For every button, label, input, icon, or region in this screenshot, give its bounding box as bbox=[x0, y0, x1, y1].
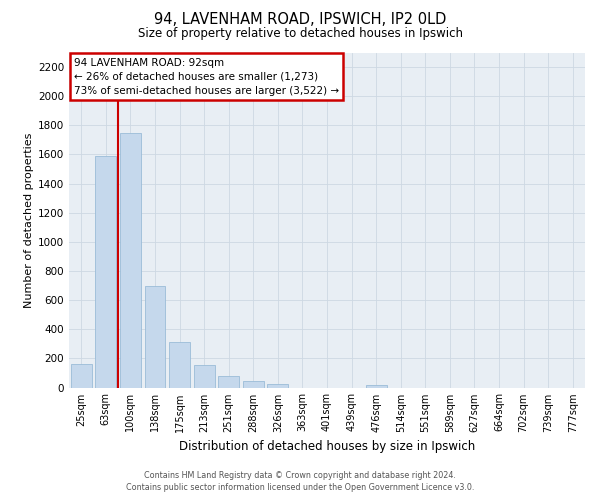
X-axis label: Distribution of detached houses by size in Ipswich: Distribution of detached houses by size … bbox=[179, 440, 475, 453]
Bar bbox=[95, 156, 116, 388]
Bar bbox=[169, 342, 190, 388]
Bar bbox=[71, 364, 92, 388]
Text: 94, LAVENHAM ROAD, IPSWICH, IP2 0LD: 94, LAVENHAM ROAD, IPSWICH, IP2 0LD bbox=[154, 12, 446, 28]
Bar bbox=[120, 132, 141, 388]
Text: Contains HM Land Registry data © Crown copyright and database right 2024.
Contai: Contains HM Land Registry data © Crown c… bbox=[126, 471, 474, 492]
Bar bbox=[243, 380, 264, 388]
Bar bbox=[145, 286, 166, 388]
Text: Size of property relative to detached houses in Ipswich: Size of property relative to detached ho… bbox=[137, 28, 463, 40]
Text: 94 LAVENHAM ROAD: 92sqm
← 26% of detached houses are smaller (1,273)
73% of semi: 94 LAVENHAM ROAD: 92sqm ← 26% of detache… bbox=[74, 58, 339, 96]
Bar bbox=[268, 384, 289, 388]
Bar bbox=[194, 365, 215, 388]
Bar bbox=[365, 385, 386, 388]
Bar bbox=[218, 376, 239, 388]
Y-axis label: Number of detached properties: Number of detached properties bbox=[24, 132, 34, 308]
